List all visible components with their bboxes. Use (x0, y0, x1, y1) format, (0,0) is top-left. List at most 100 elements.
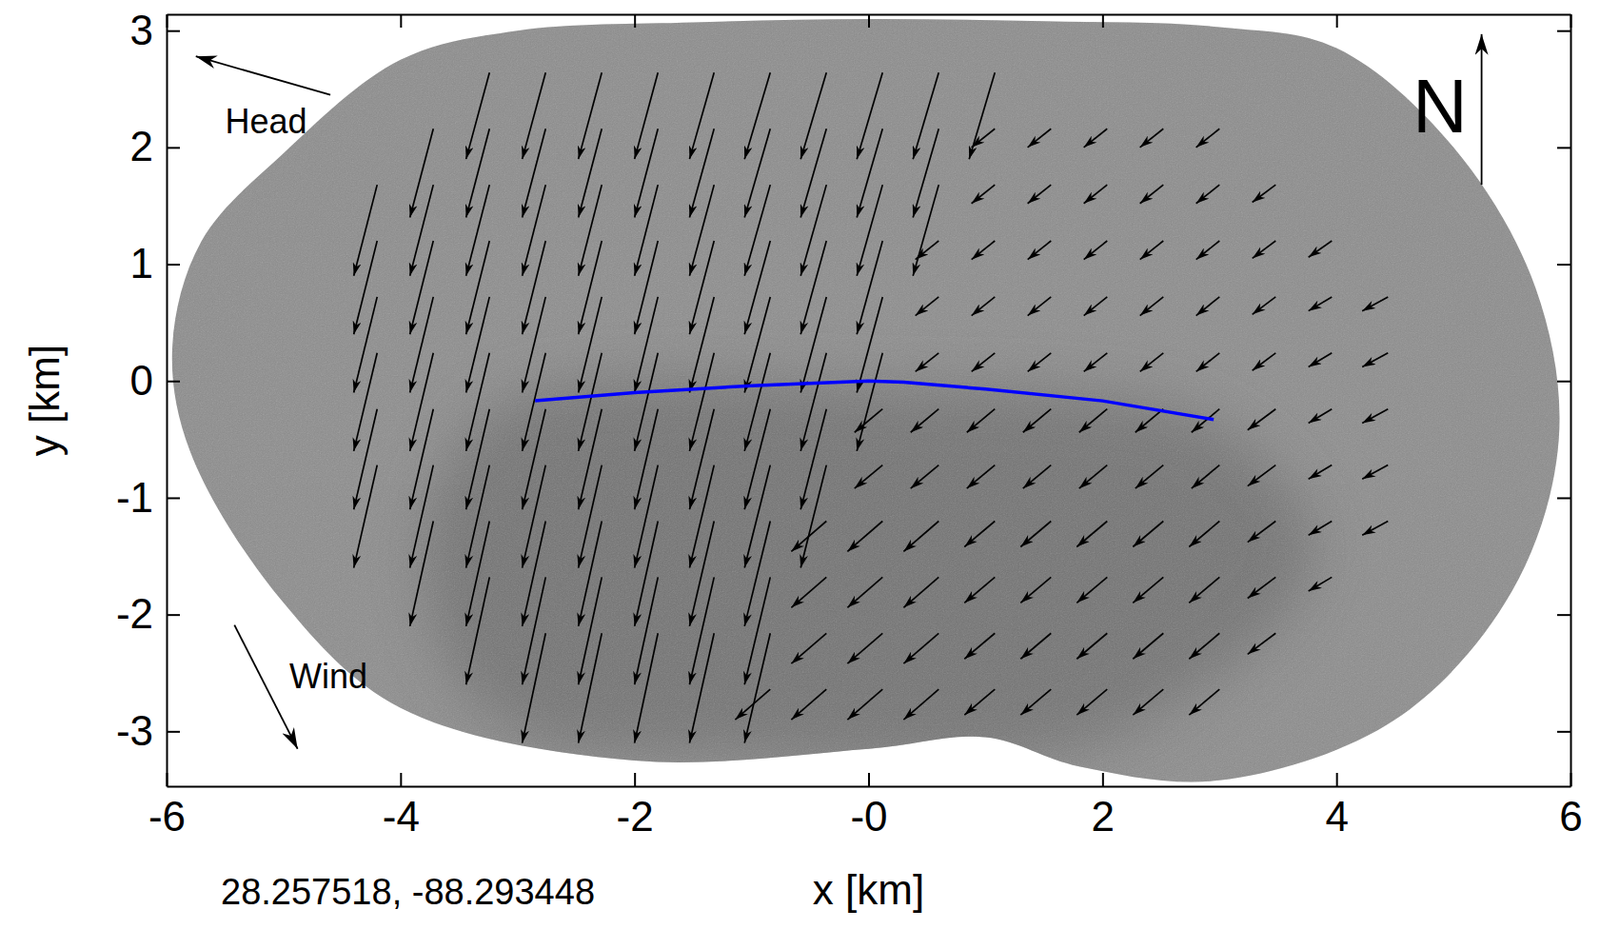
current-arrow (522, 128, 547, 218)
current-arrow (800, 184, 827, 277)
current-arrow (634, 296, 659, 394)
current-arrow (1308, 520, 1333, 535)
tick-mark (1102, 14, 1105, 28)
current-arrow (1023, 465, 1052, 490)
head-label: Head (224, 101, 307, 141)
current-arrow (1084, 128, 1108, 148)
chart: -6-4-2-0246-3-2-10123x [km]y [km]HeadWin… (0, 0, 1600, 949)
current-arrow (1188, 576, 1220, 603)
current-arrow (1084, 240, 1108, 260)
current-arrow (903, 632, 939, 664)
current-arrow (522, 520, 547, 626)
current-arrow (1076, 689, 1107, 715)
current-arrow (744, 72, 771, 159)
current-arrow (1140, 184, 1165, 204)
current-arrow (856, 240, 883, 335)
current-arrow (847, 576, 883, 608)
current-arrow (1132, 520, 1164, 547)
current-arrow (744, 520, 771, 626)
current-arrow (967, 465, 996, 490)
current-arrow (1140, 296, 1165, 317)
tick-mark (1102, 772, 1105, 787)
north-arrow (1481, 34, 1483, 185)
current-arrow (634, 353, 659, 452)
current-arrow (971, 353, 996, 373)
current-arrow (744, 296, 771, 394)
current-arrow (1362, 520, 1388, 535)
current-arrow (1362, 409, 1388, 424)
current-arrow (466, 72, 491, 159)
current-arrow (915, 296, 940, 317)
current-arrow (1132, 689, 1164, 715)
current-arrow (912, 184, 939, 277)
current-arrow (410, 240, 435, 335)
tick (1336, 14, 1338, 28)
current-arrow (689, 240, 714, 335)
current-arrow (522, 632, 547, 743)
current-arrow (634, 576, 659, 685)
current-arrow (1020, 632, 1051, 659)
current-arrow (790, 520, 827, 552)
tick-label: 0 (130, 356, 154, 404)
current-arrow (910, 409, 940, 434)
current-arrow (1076, 520, 1107, 547)
current-arrow (522, 240, 547, 335)
tick-mark (1557, 263, 1571, 266)
tick-label: 1 (130, 239, 154, 287)
current-arrow (744, 576, 771, 685)
tick: -2 (616, 772, 654, 840)
current-arrow (1079, 409, 1108, 434)
current-arrow (466, 520, 491, 626)
current-arrow (1247, 520, 1277, 542)
current-arrow (522, 296, 547, 394)
current-arrow (1027, 128, 1052, 148)
current-arrow (903, 520, 939, 552)
current-arrow (1196, 128, 1221, 148)
tick-mark (399, 14, 402, 28)
tick: 3 (130, 6, 180, 54)
current-arrow (856, 296, 883, 394)
tick-mark (1557, 380, 1571, 383)
tick-label: -1 (116, 474, 154, 521)
current-arrow (1140, 128, 1165, 148)
tick (1557, 497, 1571, 499)
current-arrow (744, 240, 771, 335)
current-arrow (634, 184, 659, 277)
tick-mark (166, 496, 180, 499)
tick-label: -6 (148, 792, 186, 840)
current-arrow (1027, 184, 1052, 204)
current-arrow (800, 465, 827, 569)
current-arrow (971, 184, 996, 204)
tick: -0 (849, 772, 888, 840)
current-arrow (410, 520, 435, 626)
current-arrow (466, 296, 491, 394)
tick (1102, 14, 1104, 28)
tick: -4 (382, 772, 420, 840)
x-axis: -6-4-2-0246 (148, 772, 1583, 840)
tick-mark (633, 772, 636, 787)
current-arrow (1308, 576, 1333, 592)
tick-label: 4 (1324, 792, 1348, 840)
current-arrow (800, 240, 827, 335)
tick (634, 14, 636, 28)
tick-label: -2 (116, 590, 154, 637)
current-arrow (634, 128, 659, 218)
tick-mark (633, 14, 636, 28)
current-arrow (689, 520, 714, 626)
current-arrow (1076, 632, 1107, 659)
current-arrow (578, 72, 603, 159)
current-arrow (744, 632, 771, 743)
current-arrow (1140, 240, 1165, 260)
front-line (534, 380, 1214, 419)
tick-mark (868, 14, 870, 28)
current-arrow (578, 520, 603, 626)
current-arrow (968, 72, 995, 159)
current-arrow (466, 409, 491, 511)
x-axis-title: x [km] (812, 866, 925, 913)
tick-label: 2 (130, 122, 154, 170)
tick-label: -3 (116, 707, 154, 754)
current-arrow (410, 465, 435, 569)
current-arrow (1247, 409, 1277, 431)
tick-label: -0 (849, 792, 888, 840)
current-arrow (578, 353, 603, 452)
